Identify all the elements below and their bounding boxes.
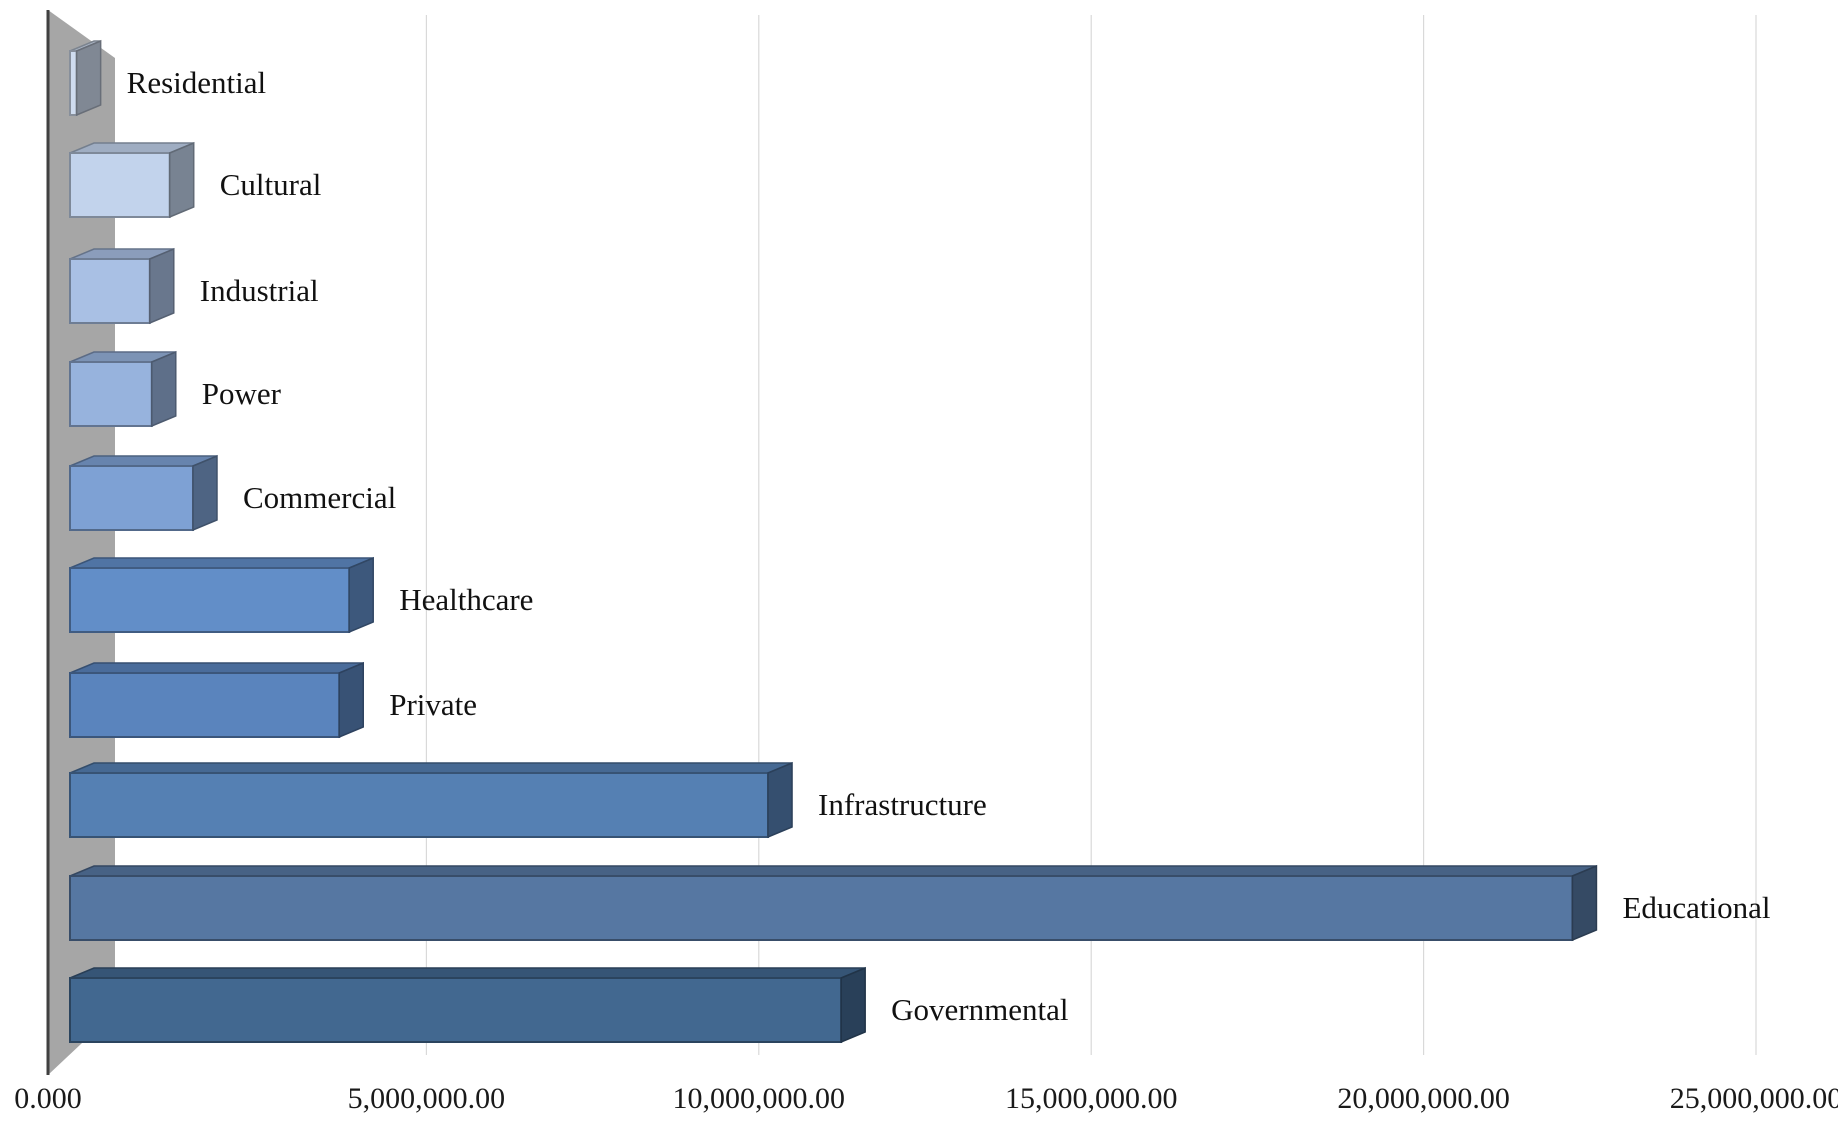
x-tick-label: 0.000 bbox=[14, 1082, 82, 1115]
category-label-healthcare: Healthcare bbox=[399, 582, 533, 617]
bar-front-face bbox=[69, 361, 153, 427]
bar-top-face bbox=[69, 967, 866, 979]
bar-end-face bbox=[348, 556, 374, 634]
bar-top-face bbox=[69, 865, 1597, 877]
bar-healthcare bbox=[69, 556, 374, 634]
bar-end-face bbox=[149, 247, 175, 325]
bar-end-face bbox=[1571, 864, 1598, 942]
bar-front-face bbox=[69, 465, 194, 531]
bar-front-face bbox=[69, 258, 151, 324]
category-label-governmental: Governmental bbox=[891, 992, 1068, 1027]
bar-commercial bbox=[69, 454, 218, 532]
bar-top-face bbox=[69, 762, 793, 774]
bar-governmental bbox=[69, 966, 866, 1044]
bar-front-face bbox=[69, 152, 171, 218]
bar-top-face bbox=[69, 662, 364, 674]
category-label-residential: Residential bbox=[127, 65, 266, 100]
bar-power bbox=[69, 350, 177, 428]
x-tick-label: 5,000,000.00 bbox=[348, 1082, 506, 1115]
bar-end-face bbox=[168, 141, 195, 219]
bar-infrastructure bbox=[69, 761, 793, 839]
x-tick-label: 20,000,000.00 bbox=[1337, 1082, 1510, 1115]
bar-front-face bbox=[69, 50, 78, 116]
category-label-infrastructure: Infrastructure bbox=[818, 787, 987, 822]
bar-residential bbox=[69, 39, 102, 117]
bar-end-face bbox=[75, 39, 102, 117]
bar-front-face bbox=[69, 772, 770, 838]
x-tick-label: 10,000,000.00 bbox=[673, 1082, 846, 1115]
x-tick-label: 25,000,000.00 bbox=[1670, 1082, 1838, 1115]
bar-front-face bbox=[69, 672, 341, 738]
category-label-commercial: Commercial bbox=[243, 480, 396, 515]
bar-cultural bbox=[69, 141, 195, 219]
bar-private bbox=[69, 661, 364, 739]
bar-end-face bbox=[151, 350, 177, 428]
bar-end-face bbox=[192, 454, 218, 532]
bar-end-face bbox=[840, 966, 866, 1044]
category-labels: Residential Cultural Industrial Power Commer… bbox=[127, 65, 1771, 1027]
x-axis-tick-labels: 0.000 5,000,000.00 10,000,000.00 15,000,000… bbox=[14, 1082, 1838, 1115]
bar-front-face bbox=[69, 875, 1574, 941]
bar-front-face bbox=[69, 977, 843, 1043]
bars bbox=[69, 39, 1598, 1044]
bar-front-face bbox=[69, 567, 351, 633]
bar-educational bbox=[69, 864, 1598, 942]
category-label-cultural: Cultural bbox=[220, 167, 322, 202]
bar-industrial bbox=[69, 247, 175, 325]
category-label-industrial: Industrial bbox=[200, 273, 319, 308]
category-label-educational: Educational bbox=[1622, 890, 1770, 925]
x-tick-label: 15,000,000.00 bbox=[1005, 1082, 1178, 1115]
bar-end-face bbox=[767, 761, 793, 839]
bar-top-face bbox=[69, 557, 374, 569]
category-label-private: Private bbox=[389, 687, 477, 722]
bar-end-face bbox=[338, 661, 364, 739]
category-label-power: Power bbox=[202, 376, 282, 411]
